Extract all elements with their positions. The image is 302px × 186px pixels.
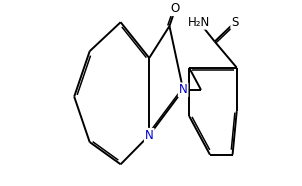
Text: S: S xyxy=(231,16,239,29)
Text: N: N xyxy=(179,83,188,96)
Text: H₂N: H₂N xyxy=(188,16,210,29)
Text: O: O xyxy=(171,2,180,15)
Text: N: N xyxy=(145,129,154,142)
